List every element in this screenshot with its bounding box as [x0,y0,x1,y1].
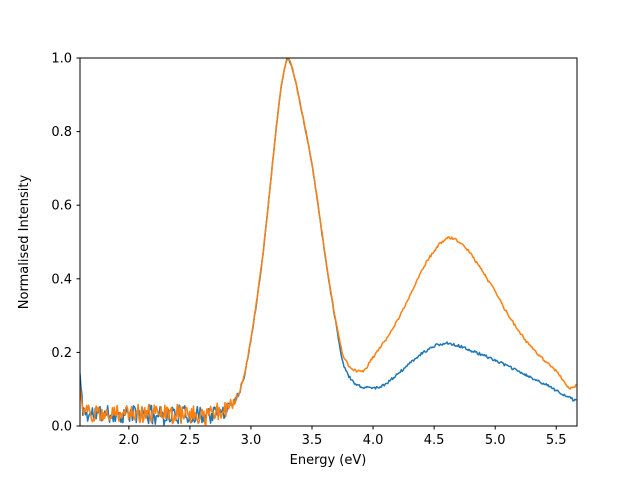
axes-frame [79,57,578,427]
y-axis-label: Normalised Intensity [17,175,32,310]
y-tick-label: 0.8 [51,125,72,140]
x-axis-ticks: 2.0 2.5 3.0 3.5 4.0 4.5 5.0 5.5 [119,426,567,448]
series-line-sample-2-orange [80,58,577,426]
y-tick-label: 0.4 [51,272,72,287]
x-tick-label: 2.5 [180,433,201,448]
series-lines [80,58,577,426]
y-axis-ticks: 0.0 0.2 0.4 0.6 0.8 1.0 [51,52,80,435]
y-tick-label: 1.0 [51,52,72,67]
x-tick-label: 3.0 [241,433,262,448]
x-tick-label: 5.0 [485,433,506,448]
x-tick-label: 3.5 [302,433,323,448]
x-tick-label: 5.5 [546,433,567,448]
x-tick-label: 4.0 [363,433,384,448]
x-tick-label: 2.0 [119,433,140,448]
y-tick-label: 0.0 [51,420,72,435]
x-tick-label: 4.5 [424,433,445,448]
x-axis-label: Energy (eV) [290,453,367,468]
plot-area [80,58,577,426]
y-tick-label: 0.6 [51,199,72,214]
y-tick-label: 0.2 [51,346,72,361]
